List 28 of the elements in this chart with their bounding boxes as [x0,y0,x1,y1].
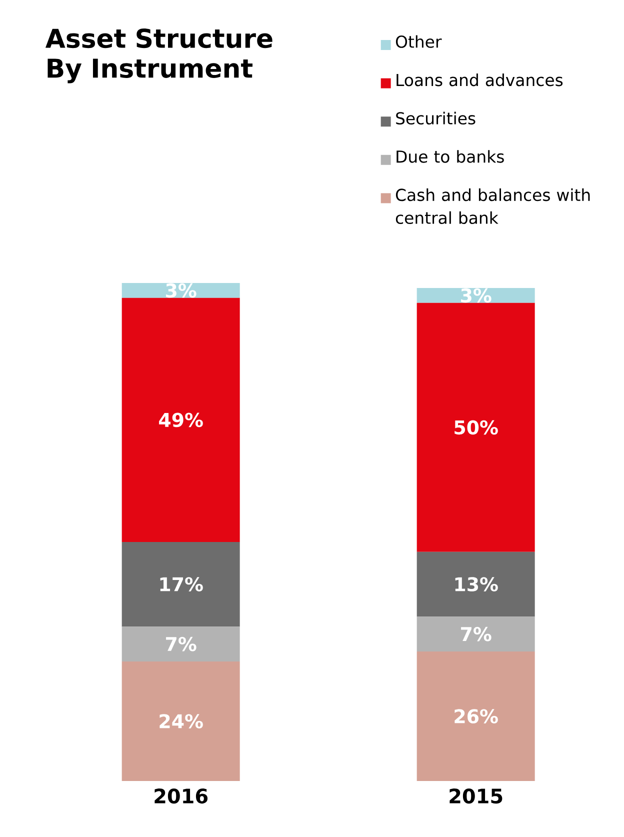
data-label: 3% [461,288,492,303]
data-label: 7% [166,636,196,652]
data-label: 3% [166,283,196,298]
chart-title: Asset Structure By Instrument [46,28,272,84]
bar [122,542,240,627]
bar [416,652,535,781]
data-label: 26% [454,709,498,724]
bar [122,282,240,298]
bar [416,552,535,617]
legend-label: Loans and advances [396,74,563,86]
bar [416,288,535,303]
data-label: 50% [454,420,498,435]
data-label: 24% [160,714,203,728]
data-label: 7% [461,626,492,642]
bar [122,298,240,542]
bar [416,616,535,652]
legend-label: Due to banks [396,150,504,163]
legend-label: Securities [396,112,476,125]
bar [122,626,240,662]
x-tick-label: 2016 [154,788,208,804]
data-label: 17% [160,577,203,592]
legend-label: Other [396,35,442,48]
x-tick-label: 2015 [450,788,502,804]
data-label: 13% [455,577,498,592]
bar [122,661,240,781]
data-label: 49% [159,412,203,428]
bar [416,302,535,552]
legend-label: Cash and balances with central bank [396,188,590,224]
